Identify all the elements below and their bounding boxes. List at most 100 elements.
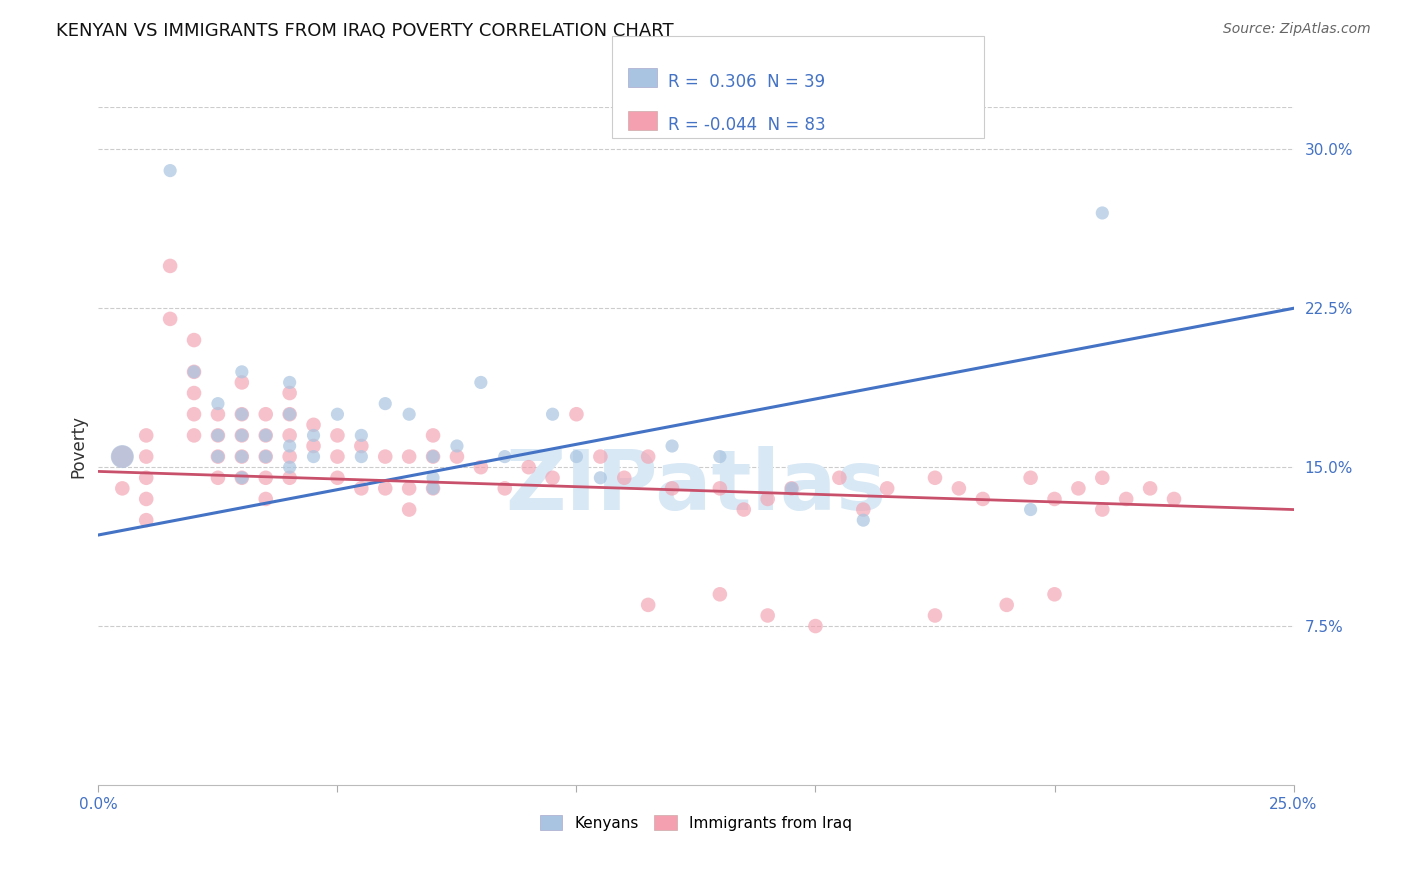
Point	[1091, 502, 1114, 516]
Point	[207, 471, 229, 485]
Point	[756, 608, 779, 623]
Point	[207, 396, 229, 410]
Point	[254, 428, 277, 442]
Point	[278, 407, 301, 421]
Point	[231, 471, 253, 485]
Point	[302, 417, 325, 432]
Point	[254, 471, 277, 485]
Point	[852, 513, 875, 527]
Point	[780, 482, 803, 496]
Point	[183, 365, 205, 379]
Point	[422, 428, 444, 442]
Point	[278, 471, 301, 485]
Point	[541, 407, 564, 421]
Point	[565, 407, 588, 421]
Y-axis label: Poverty: Poverty	[69, 415, 87, 477]
Point	[1139, 482, 1161, 496]
Text: KENYAN VS IMMIGRANTS FROM IRAQ POVERTY CORRELATION CHART: KENYAN VS IMMIGRANTS FROM IRAQ POVERTY C…	[56, 22, 673, 40]
Point	[470, 376, 492, 390]
Point	[995, 598, 1018, 612]
Point	[254, 491, 277, 506]
Point	[111, 450, 134, 464]
Point	[517, 460, 540, 475]
Point	[637, 450, 659, 464]
Point	[183, 386, 205, 401]
Point	[709, 450, 731, 464]
Point	[254, 450, 277, 464]
Point	[159, 259, 181, 273]
Point	[231, 450, 253, 464]
Point	[541, 471, 564, 485]
Point	[565, 450, 588, 464]
Point	[135, 513, 157, 527]
Point	[1091, 206, 1114, 220]
Point	[398, 450, 420, 464]
Point	[231, 428, 253, 442]
Point	[254, 428, 277, 442]
Point	[876, 482, 898, 496]
Text: ZIPatlas: ZIPatlas	[506, 446, 886, 527]
Point	[231, 428, 253, 442]
Point	[924, 608, 946, 623]
Point	[302, 450, 325, 464]
Point	[207, 428, 229, 442]
Point	[1115, 491, 1137, 506]
Point	[183, 407, 205, 421]
Point	[326, 471, 349, 485]
Point	[326, 428, 349, 442]
Point	[972, 491, 994, 506]
Point	[1043, 491, 1066, 506]
Point	[278, 407, 301, 421]
Point	[733, 502, 755, 516]
Point	[183, 365, 205, 379]
Text: Source: ZipAtlas.com: Source: ZipAtlas.com	[1223, 22, 1371, 37]
Point	[231, 376, 253, 390]
Point	[231, 450, 253, 464]
Point	[278, 439, 301, 453]
Point	[350, 428, 373, 442]
Point	[135, 471, 157, 485]
Point	[1043, 587, 1066, 601]
Point	[589, 471, 612, 485]
Point	[661, 482, 683, 496]
Point	[231, 365, 253, 379]
Point	[756, 491, 779, 506]
Point	[231, 471, 253, 485]
Point	[207, 407, 229, 421]
Point	[422, 471, 444, 485]
Point	[350, 482, 373, 496]
Point	[1067, 482, 1090, 496]
Point	[231, 407, 253, 421]
Point	[1091, 471, 1114, 485]
Point	[494, 450, 516, 464]
Point	[948, 482, 970, 496]
Point	[302, 439, 325, 453]
Point	[183, 428, 205, 442]
Point	[422, 450, 444, 464]
Point	[613, 471, 636, 485]
Point	[398, 407, 420, 421]
Point	[446, 439, 468, 453]
Point	[135, 491, 157, 506]
Point	[207, 428, 229, 442]
Point	[398, 502, 420, 516]
Point	[135, 450, 157, 464]
Point	[111, 450, 134, 464]
Point	[111, 482, 134, 496]
Point	[374, 450, 396, 464]
Point	[159, 163, 181, 178]
Point	[470, 460, 492, 475]
Point	[302, 428, 325, 442]
Point	[326, 450, 349, 464]
Point	[254, 450, 277, 464]
Point	[207, 450, 229, 464]
Point	[135, 428, 157, 442]
Point	[254, 407, 277, 421]
Text: R = -0.044  N = 83: R = -0.044 N = 83	[668, 116, 825, 134]
Point	[207, 450, 229, 464]
Point	[278, 460, 301, 475]
Point	[183, 333, 205, 347]
Point	[326, 407, 349, 421]
Point	[350, 450, 373, 464]
Point	[852, 502, 875, 516]
